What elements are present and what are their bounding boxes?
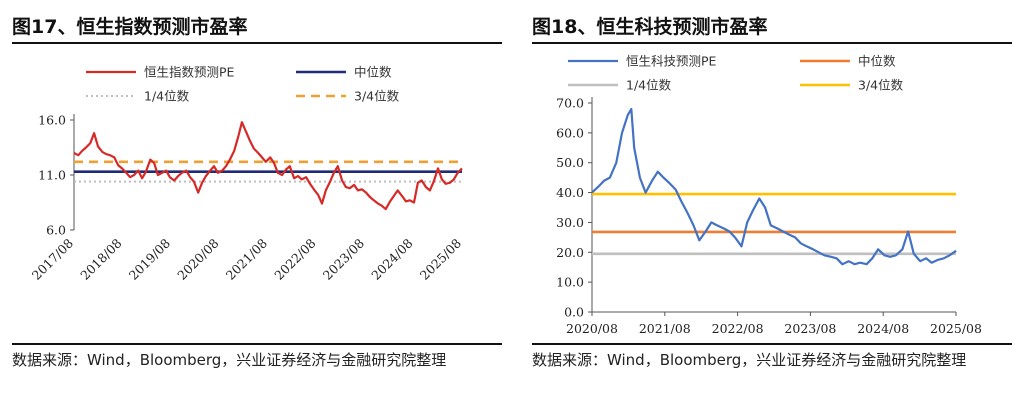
- legend-label-2: 1/4位数: [144, 89, 190, 104]
- y-tick-label: 40.0: [556, 185, 584, 200]
- left-figure-title: 图17、恒生指数预测市盈率: [12, 16, 248, 38]
- legend-label-3: 3/4位数: [858, 78, 904, 93]
- x-tick-label: 2021/08: [639, 321, 691, 336]
- x-tick-label: 2023/08: [784, 321, 836, 336]
- series-line-0: [73, 121, 463, 211]
- left-source-rule: [12, 343, 502, 345]
- series-line-0: [591, 107, 957, 266]
- x-tick-label: 2022/08: [712, 321, 764, 336]
- y-tick-label: 10.0: [556, 275, 584, 290]
- legend-label-2: 1/4位数: [626, 78, 672, 93]
- y-tick-label: 16.0: [38, 113, 66, 128]
- x-tick-label: 2020/08: [174, 235, 221, 282]
- x-tick-label: 2025/08: [417, 235, 464, 282]
- x-tick-label: 2020/08: [566, 321, 618, 336]
- y-tick-label: 0.0: [564, 305, 584, 320]
- x-tick-label: 2024/08: [368, 235, 415, 282]
- x-tick-label: 2024/08: [857, 321, 909, 336]
- x-tick-label: 2022/08: [271, 235, 318, 282]
- left-figure-panel: 图17、恒生指数预测市盈率 恒生指数预测PE 中位数 1/4位数 3/4位数 6.0 11…: [12, 16, 502, 369]
- x-tick-label: 2025/08: [930, 321, 982, 336]
- y-tick-label: 70.0: [556, 96, 584, 111]
- legend-label-1: 中位数: [858, 54, 896, 69]
- x-tick-label: 2019/08: [126, 235, 173, 282]
- legend-label-0: 恒生科技预测PE: [626, 54, 717, 69]
- x-tick-label: 2018/08: [77, 235, 124, 282]
- x-tick-label: 2017/08: [29, 235, 76, 282]
- right-source-note: 数据来源：Wind，Bloomberg，兴业证券经济与金融研究院整理: [532, 351, 967, 369]
- x-tick-label: 2023/08: [320, 235, 367, 282]
- y-tick-label: 6.0: [46, 223, 66, 238]
- legend-label-1: 中位数: [354, 65, 392, 80]
- right-figure-title: 图18、恒生科技预测市盈率: [532, 16, 768, 38]
- right-chart: 恒生科技预测PE 中位数 1/4位数 3/4位数 0.0 10.0 20.0 30.0 40.0…: [556, 54, 982, 337]
- x-tick-label: 2021/08: [223, 235, 270, 282]
- right-figure-panel: 图18、恒生科技预测市盈率 恒生科技预测PE 中位数 1/4位数 3/4位数 0.0 10…: [520, 0, 1024, 405]
- y-tick-label: 11.0: [38, 168, 66, 183]
- left-source-note: 数据来源：Wind，Bloomberg，兴业证券经济与金融研究院整理: [12, 351, 447, 369]
- legend-label-0: 恒生指数预测PE: [144, 65, 235, 80]
- left-title-rule: [12, 42, 502, 44]
- right-source-rule: [532, 343, 1012, 345]
- y-tick-label: 30.0: [556, 215, 584, 230]
- right-title-rule: [532, 42, 1012, 44]
- legend-label-3: 3/4位数: [354, 89, 400, 104]
- y-tick-label: 20.0: [556, 245, 584, 260]
- y-tick-label: 60.0: [556, 125, 584, 140]
- y-tick-label: 50.0: [556, 155, 584, 170]
